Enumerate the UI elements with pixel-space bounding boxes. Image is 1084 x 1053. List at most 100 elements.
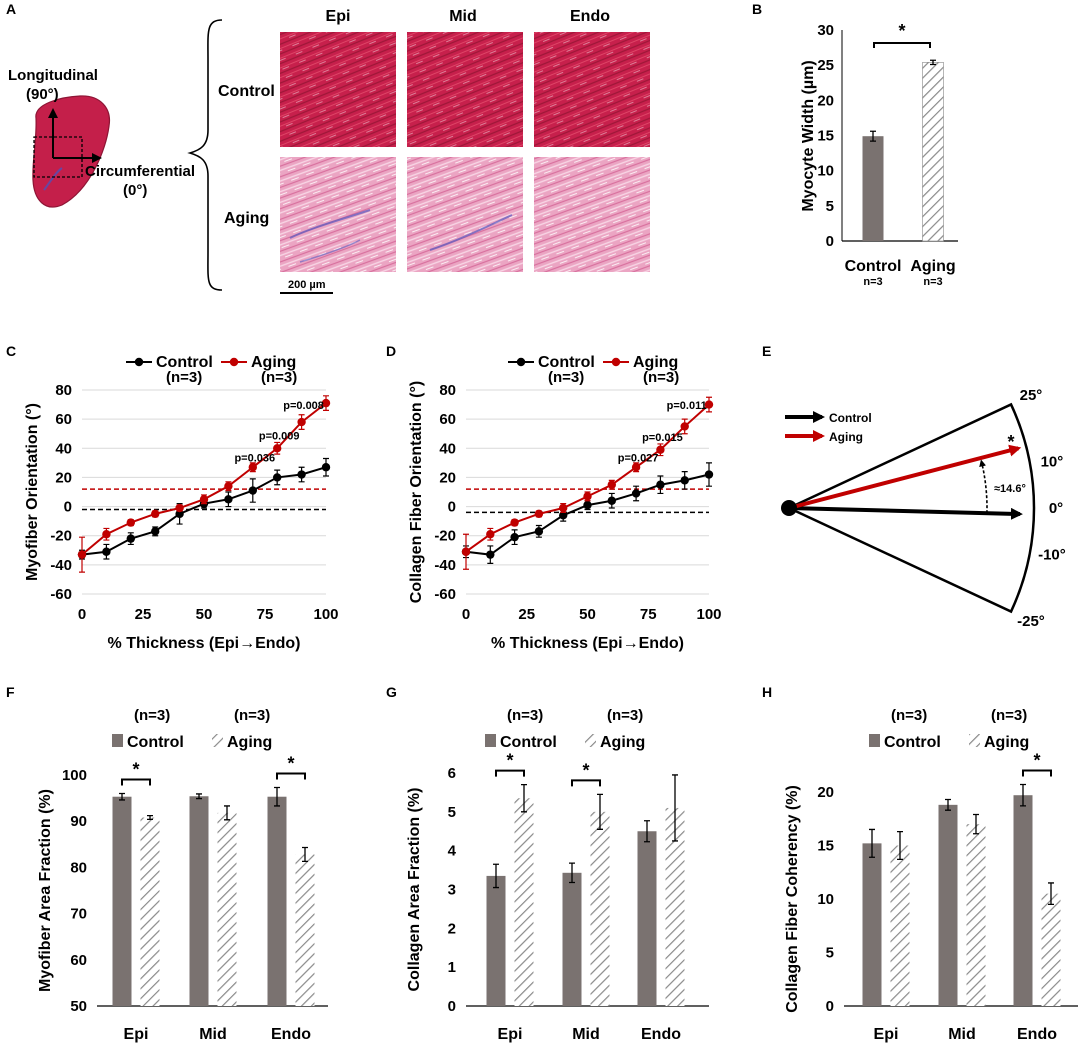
longitudinal-label: Longitudinal [8, 67, 98, 84]
panel_c-point-aging [297, 417, 306, 427]
circumferential-label: Circumferential [85, 163, 195, 180]
panel_h-legend-swatch-aging [969, 734, 980, 747]
panel_d-point-control [607, 496, 616, 505]
b-bar-control [862, 136, 884, 241]
panel_c-y-tick-label: -60 [50, 586, 72, 603]
panel-g: G 0 1 2 3 4 5 6 Collagen Area Fraction (%) Epi * M… [386, 684, 709, 1043]
panel_g-bar-control [562, 872, 582, 1006]
panel_g-error-bar [521, 784, 527, 813]
legend-aging-label: Aging [829, 430, 863, 444]
panel_d-legend-marker-control [516, 357, 526, 367]
panel_f-error-bar [147, 815, 153, 821]
panel_d-legend-label: Control [538, 354, 595, 371]
panel_d-point-control [583, 500, 592, 510]
panel_d-point-aging [559, 503, 568, 513]
panel_c-point-aging [224, 481, 233, 491]
panel_h-x-tick-label: Endo [1017, 1026, 1057, 1043]
b-y-tick-label: 20 [817, 92, 834, 109]
panel_f-x-tick-label: Mid [199, 1026, 227, 1043]
panel_g-significance-star: * [582, 760, 589, 780]
panel-f-letter: F [6, 684, 15, 700]
panel_d-p-value: p=0.015 [642, 432, 683, 444]
panel_h-bar-control [938, 804, 958, 1006]
panel_c-legend-marker-aging [229, 357, 239, 367]
b-y-tick-label: 30 [817, 22, 834, 39]
panel_d-series-line-aging [465, 403, 710, 553]
panel_f-bar-control [189, 796, 209, 1006]
panel_h-y-tick-label: 0 [826, 998, 834, 1015]
panel_g-y-tick-label: 1 [448, 959, 456, 976]
panel_f-y-tick-label: 50 [70, 998, 87, 1015]
scale-bar-label: 200 µm [288, 279, 326, 291]
panel_h-bar-aging [966, 824, 986, 1006]
panel_c-point-aging [273, 444, 282, 453]
panel_h-y-tick-label: 15 [817, 838, 834, 855]
panel_d-point-aging [680, 422, 689, 431]
panel_c-point-control [297, 470, 306, 479]
panel_g-x-tick-label: Endo [641, 1026, 681, 1043]
panel_h-error-bar [1048, 882, 1054, 905]
micrograph-aging-epi [280, 157, 396, 272]
panel_h-error-bar [945, 798, 951, 811]
panel_f-legend-swatch-aging [212, 734, 223, 747]
panel_d-legend-marker-aging [611, 357, 621, 367]
panel_g-error-bar [644, 820, 650, 843]
panel_d-point-aging [656, 445, 665, 454]
panel_d-point-aging [486, 530, 495, 539]
panel_f-y-tick-label: 80 [70, 859, 87, 876]
panel_g-y-tick-label: 6 [448, 765, 456, 782]
panel_d-point-aging [704, 400, 714, 409]
e-sector [786, 402, 1036, 614]
b-significance-bracket [873, 42, 931, 48]
panel_c-point-aging [151, 509, 160, 519]
panel_f-significance-star: * [287, 753, 294, 773]
e-angle-label: 10° [1041, 454, 1064, 471]
panel_c-point-control [273, 473, 282, 482]
panel_c-y-tick-label: 80 [55, 382, 72, 399]
b-error-bar [870, 130, 876, 142]
e-angle-arc [979, 459, 988, 514]
panel_c-point-control [175, 509, 184, 519]
panel_g-bar-control [637, 831, 657, 1006]
panel_h-x-tick-label: Mid [948, 1026, 976, 1043]
e-angle-label: -10° [1038, 546, 1066, 563]
panel_g-x-tick-label: Mid [572, 1026, 600, 1043]
panel_d-x-axis-label: % Thickness (Epi→Endo) [491, 635, 684, 652]
panel_h-significance-star: * [1033, 751, 1040, 771]
panel_f-significance-bracket [276, 772, 306, 780]
panel_g-significance-star: * [506, 751, 513, 771]
panel_c-point-control [248, 486, 257, 495]
micrograph-control-endo [534, 32, 650, 147]
b-y-tick-label: 5 [826, 198, 834, 215]
panel_g-significance-bracket [495, 769, 525, 777]
panel_d-point-control [680, 476, 689, 485]
panel_c-legend-n: (n=3) [261, 369, 297, 386]
panel_c-y-tick-label: 0 [64, 499, 72, 516]
panel_c-point-aging [175, 503, 184, 513]
e-angle-label: 0° [1049, 500, 1063, 517]
panel_d-y-tick-label: 20 [439, 469, 456, 486]
panel_h-legend-swatch-control [869, 734, 880, 747]
panel_c-legend-n: (n=3) [166, 369, 202, 386]
panel_d-y-tick-label: 60 [439, 411, 456, 428]
panel_g-y-tick-label: 2 [448, 920, 456, 937]
collagen-streak [429, 214, 513, 251]
b-n-label: n=3 [923, 276, 942, 288]
panel_f-y-tick-label: 100 [62, 767, 87, 784]
panel_f-x-tick-label: Epi [124, 1026, 149, 1043]
panel_d-point-aging [461, 547, 471, 556]
panel_c-legend-label: Aging [251, 354, 296, 371]
panel_g-error-bar [672, 774, 678, 842]
panel_c-y-tick-label: 40 [55, 440, 72, 457]
panel_d-y-tick-label: -60 [434, 586, 456, 603]
panel_g-bar-aging [514, 798, 534, 1006]
panel_d-point-control [631, 489, 641, 498]
panel_d-point-control [656, 480, 665, 489]
panel_d-point-control [559, 511, 568, 520]
panel_f-significance-star: * [132, 759, 139, 779]
b-x-tick-label: Aging [910, 258, 955, 275]
panel_h-bar-control [1013, 795, 1033, 1006]
panel_f-legend-swatch-control [112, 734, 123, 747]
panel_c-point-aging [77, 550, 87, 559]
panel_d-x-tick-label: 0 [462, 606, 470, 623]
